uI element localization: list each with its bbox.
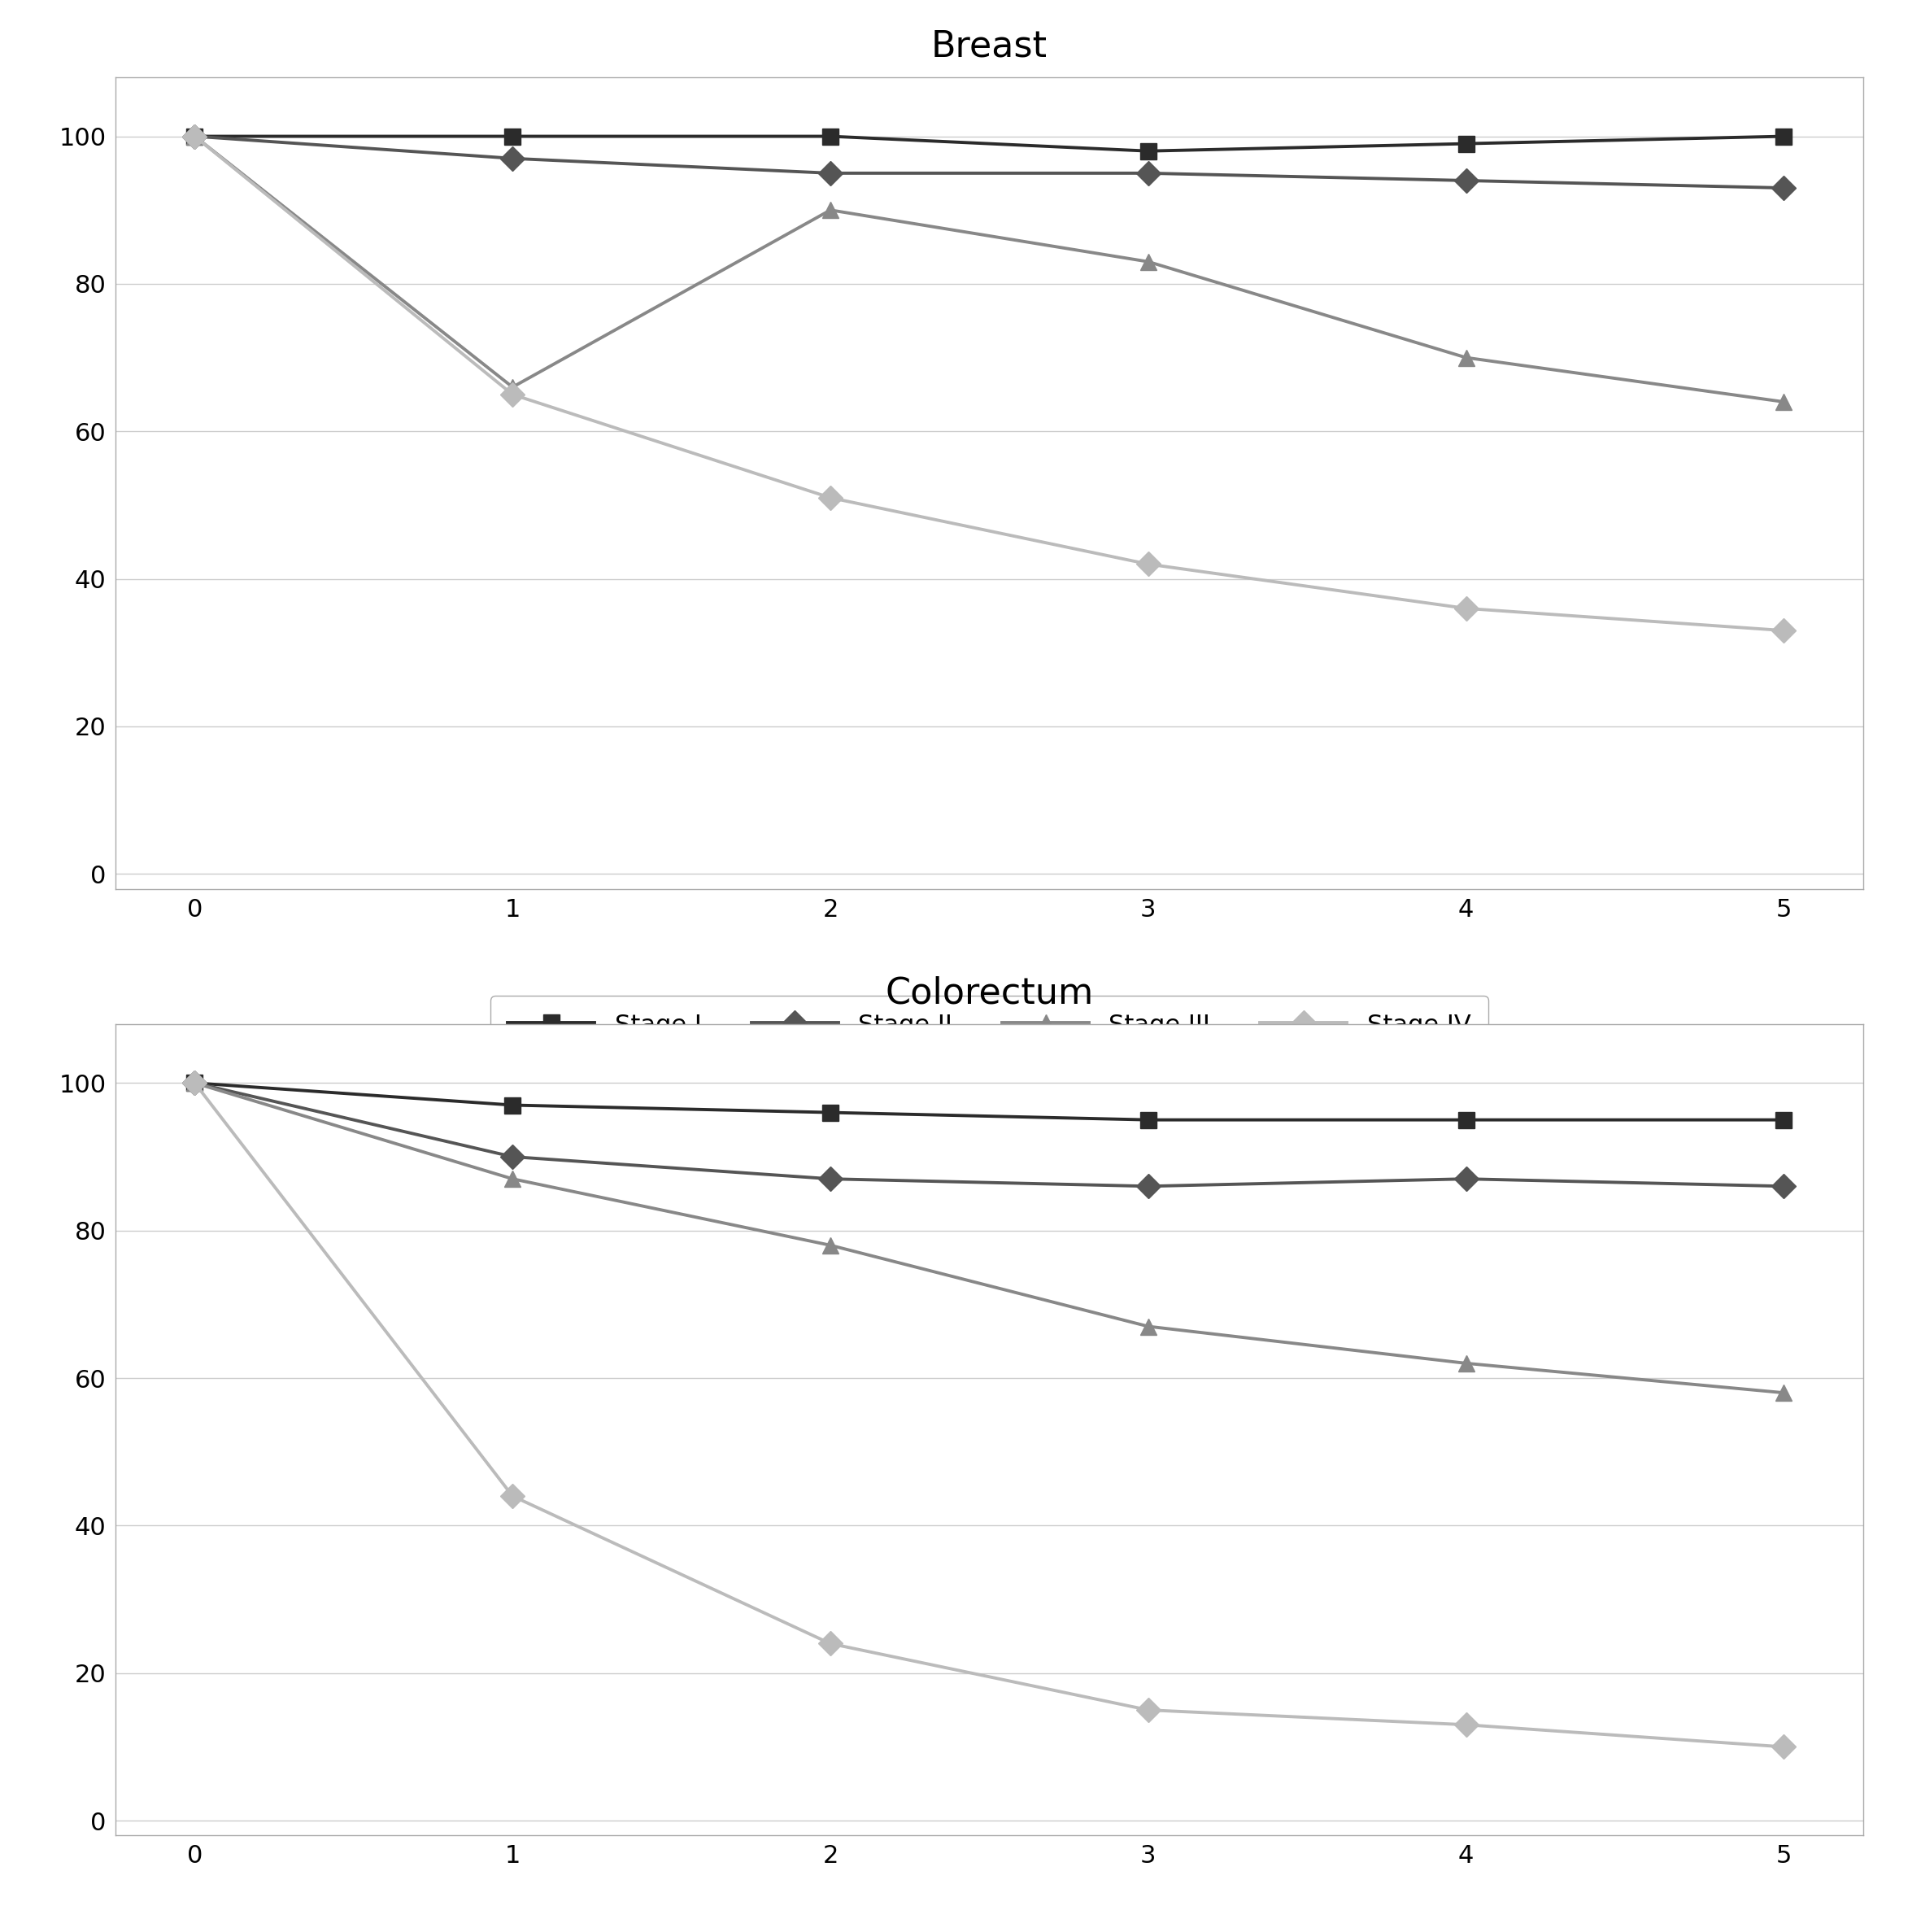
Legend: Stage I, Stage II, Stage III, Stage IV: Stage I, Stage II, Stage III, Stage IV xyxy=(490,995,1489,1055)
Title: Colorectum: Colorectum xyxy=(886,976,1093,1010)
Title: Breast: Breast xyxy=(932,29,1047,64)
